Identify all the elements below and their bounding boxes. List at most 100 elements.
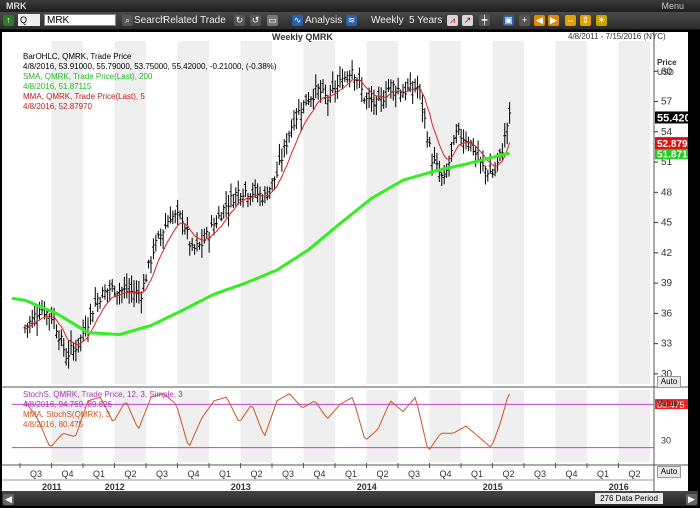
quarter-tick-label: Q1	[93, 469, 105, 479]
price-value-tag: 55.420	[657, 112, 688, 124]
quarter-band	[555, 41, 587, 384]
year-label: 2015	[483, 482, 503, 492]
legend-stoch: StochS, QMRK, Trade Price, 12, 3, Simple…	[23, 390, 183, 399]
legend-sma: SMA, QMRK, Trade Price(Last), 200	[23, 72, 153, 81]
price-tick-label: 30	[661, 369, 673, 380]
quarter-tick-label: Q4	[439, 469, 451, 479]
scroll-left-icon[interactable]: ◀	[534, 15, 545, 26]
quarter-band	[114, 390, 146, 462]
chart-type-icon[interactable]: ⩘	[447, 15, 458, 26]
quarter-band	[114, 41, 146, 384]
quarter-band	[618, 41, 650, 384]
compare-icon[interactable]: ↗	[462, 15, 473, 26]
quarter-band	[240, 390, 272, 462]
price-legend: BarOHLC, QMRK, Trade Price 4/8/2016, 53.…	[23, 52, 277, 112]
menu-button[interactable]: Menu	[661, 1, 684, 11]
status-bar: ◀ 276 Data Period ▶	[0, 491, 700, 508]
back-icon[interactable]: ↺	[250, 15, 261, 26]
quarter-band	[492, 390, 524, 462]
quarter-band	[429, 41, 461, 384]
scroll-right-icon[interactable]: ▶	[548, 15, 559, 26]
legend-ohlc-values: 4/8/2016, 53.91000, 55.79000, 53.75000, …	[23, 62, 277, 71]
quarter-band	[618, 390, 650, 462]
legend-stoch-mma: MMA, StochS(QMRK), 3	[23, 410, 111, 419]
refresh-icon[interactable]: ↻	[234, 15, 245, 26]
analysis-menu[interactable]: Analysis	[305, 15, 343, 26]
value-axis-header: Value	[657, 399, 678, 408]
expand-icon[interactable]: ⇔	[565, 15, 576, 26]
search-button[interactable]: Search	[134, 15, 166, 26]
quarter-band	[51, 390, 83, 462]
year-label: 2013	[231, 482, 251, 492]
price-tick-label: 60	[661, 66, 673, 77]
quarter-tick-label: Q3	[156, 469, 168, 479]
quarter-tick-label: Q4	[187, 469, 199, 479]
zoom-icon[interactable]: ▣	[503, 15, 514, 26]
quarter-band	[555, 390, 587, 462]
stoch-value-tag: 80.475	[657, 400, 685, 410]
window-title: MRK	[6, 1, 27, 11]
search-icon[interactable]: ⌕	[122, 15, 133, 26]
lightbulb-icon[interactable]: ☀	[596, 15, 607, 26]
price-tick-label: 42	[661, 248, 673, 259]
quarter-tick-label: Q2	[376, 469, 388, 479]
analysis-icon[interactable]: ∿	[292, 15, 303, 26]
stoch-auto-button[interactable]: Auto	[657, 466, 681, 478]
legend-mma: MMA, QMRK, Trade Price(Last), 5	[23, 92, 145, 101]
collapse-icon[interactable]: ⇕	[580, 15, 591, 26]
data-period-count: 276 Data Period	[595, 493, 663, 504]
quarter-tick-label: Q1	[345, 469, 357, 479]
quarter-tick-label: Q3	[534, 469, 546, 479]
trade-menu[interactable]: Trade	[200, 15, 226, 26]
folder-icon[interactable]: ▭	[267, 15, 278, 26]
quarter-tick-label: Q4	[61, 469, 73, 479]
mma-value-tag-bg	[655, 137, 689, 150]
quarter-tick-label: Q1	[597, 469, 609, 479]
related-menu[interactable]: Related	[163, 15, 198, 26]
status-right-icon[interactable]: ▶	[686, 494, 697, 505]
sma-value-tag: 51.871	[657, 149, 688, 160]
legend-mma-values: 4/8/2016, 52.87970	[23, 102, 92, 111]
price-auto-button[interactable]: Auto	[657, 376, 681, 388]
mma-line	[24, 79, 511, 346]
quarter-tick-label: Q2	[250, 469, 262, 479]
price-tick-label: 54	[661, 127, 673, 138]
quarter-band	[429, 390, 461, 462]
up-arrow-icon[interactable]: ↑	[3, 15, 14, 26]
stoch-value-tag-bg	[655, 399, 689, 410]
quarter-band	[492, 41, 524, 384]
price-tick-label: 39	[661, 278, 673, 289]
quarter-tick-label: Q3	[282, 469, 294, 479]
crosshair-icon[interactable]: +	[519, 15, 530, 26]
symbol-input[interactable]: MRK	[44, 14, 116, 26]
quarter-tick-label: Q2	[628, 469, 640, 479]
quote-selector[interactable]: Q	[18, 14, 40, 26]
price-value-tag-bg	[655, 111, 689, 124]
status-left-icon[interactable]: ◀	[3, 494, 14, 505]
price-tick-label: 57	[661, 97, 673, 108]
period-selector[interactable]: Weekly	[371, 15, 404, 26]
year-label: 2014	[357, 482, 377, 492]
range-selector[interactable]: 5 Years	[409, 15, 443, 26]
year-label: 2016	[609, 482, 629, 492]
price-tick-label: 36	[661, 308, 673, 319]
chart-title: Weekly QMRK	[272, 32, 333, 42]
ohlc-icon[interactable]: ┿	[479, 15, 490, 26]
quarter-tick-label: Q3	[30, 469, 42, 479]
year-label: 2011	[42, 482, 62, 492]
studies-icon[interactable]: ≋	[346, 15, 357, 26]
sma-line	[11, 151, 510, 337]
sma-value-tag-bg	[655, 147, 689, 160]
stoch-line	[24, 393, 511, 450]
window-titlebar: MRK Menu	[0, 0, 700, 12]
quarter-tick-label: Q4	[313, 469, 325, 479]
legend-stoch-mma-values: 4/8/2016, 80.475	[23, 420, 84, 429]
price-tick-label: 48	[661, 187, 673, 198]
year-label: 2012	[105, 482, 125, 492]
quarter-tick-label: Q2	[124, 469, 136, 479]
price-axis-header: Price	[657, 58, 677, 67]
stoch-tick-label: 30	[661, 435, 671, 445]
price-tick-label: 33	[661, 339, 673, 350]
stoch-legend: StochS, QMRK, Trade Price, 12, 3, Simple…	[23, 390, 183, 430]
